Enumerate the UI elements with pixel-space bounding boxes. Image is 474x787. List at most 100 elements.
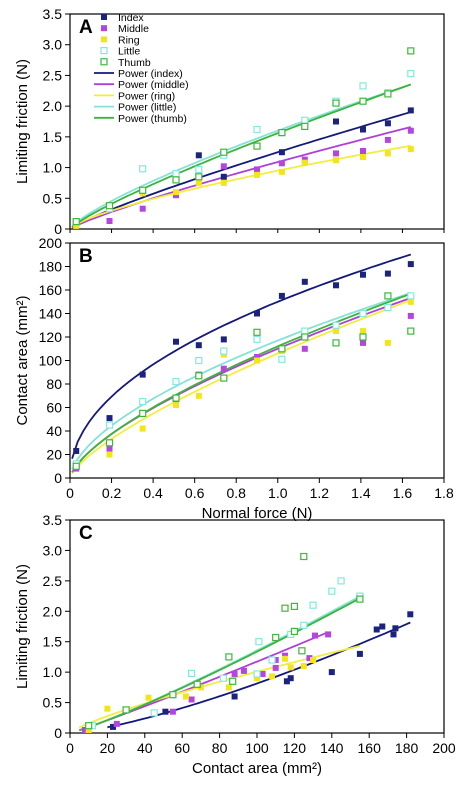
x-axis-label: Contact area (mm²)	[192, 760, 322, 777]
marker-ring	[407, 146, 414, 153]
x-tick-label: 0.4	[143, 485, 163, 501]
marker-thumb	[301, 333, 309, 341]
marker-middle	[360, 148, 366, 154]
fit-line-index	[71, 111, 412, 229]
y-tick-label: 100	[39, 353, 63, 369]
marker-little	[337, 577, 345, 585]
marker-middle	[282, 652, 288, 659]
marker-thumb	[220, 148, 228, 156]
marker-little	[219, 674, 227, 682]
x-axis-label: Normal force (N)	[202, 505, 313, 522]
x-tick-label: 20	[100, 740, 116, 756]
marker-ring	[287, 664, 294, 671]
marker-ring	[333, 328, 339, 335]
marker-thumb	[122, 706, 130, 714]
marker-thumb	[359, 333, 367, 341]
fit-line-index	[71, 253, 412, 459]
marker-thumb	[332, 99, 340, 107]
marker-ring	[407, 298, 414, 305]
legend-label: Index	[118, 12, 144, 24]
marker-thumb	[220, 374, 228, 382]
panel-c: C 0 0.5 1.0 1.5 2.0 2.5 3.0 3.5 0 20 40 60 80 100 120 14…	[14, 512, 456, 777]
marker-ring	[333, 157, 339, 164]
marker-ring	[254, 357, 260, 364]
marker-thumb	[298, 647, 306, 655]
marker-thumb	[172, 394, 180, 402]
marker-thumb	[290, 627, 298, 636]
marker-little	[301, 116, 309, 124]
marker-index	[287, 675, 294, 682]
plot-frame	[69, 519, 445, 734]
marker-little	[253, 335, 261, 343]
marker-middle	[173, 192, 179, 199]
legend-marker-index	[101, 14, 107, 20]
x-tick-label: 0.6	[185, 485, 205, 501]
marker-little	[384, 304, 392, 312]
x-tick-label: 1.4	[351, 485, 371, 501]
y-tick-label: 2.0	[43, 98, 63, 114]
marker-ring	[269, 673, 275, 680]
marker-thumb	[384, 292, 392, 300]
marker-middle	[254, 354, 260, 360]
y-tick-label: 3.0	[43, 542, 63, 558]
panel-label: B	[79, 246, 93, 267]
x-tick-label: 1.0	[268, 485, 288, 501]
marker-index	[195, 342, 202, 349]
marker-ring	[173, 402, 179, 409]
marker-index	[407, 107, 414, 114]
marker-thumb	[169, 691, 177, 699]
marker-thumb	[105, 439, 114, 447]
x-tick-label: 80	[212, 740, 228, 756]
legend-label: Thumb	[118, 57, 151, 69]
marker-index	[283, 678, 290, 685]
y-tick-label: 140	[39, 306, 63, 322]
marker-thumb	[407, 47, 415, 55]
marker-middle	[272, 657, 279, 663]
marker-thumb	[356, 595, 364, 603]
y-axis-label: Contact area (mm²)	[14, 295, 31, 425]
panel-label: A	[79, 17, 93, 38]
marker-middle	[278, 160, 285, 167]
marker-ring	[220, 179, 227, 186]
legend-marker-middle	[101, 25, 107, 32]
marker-middle	[231, 671, 238, 677]
marker-index	[360, 271, 366, 278]
marker-thumb	[281, 604, 289, 612]
legend-marker-ring	[101, 36, 107, 43]
marker-little	[253, 125, 261, 134]
y-tick-label: 20	[46, 447, 62, 463]
marker-middle	[312, 632, 318, 639]
marker-index	[73, 448, 80, 454]
y-tick-label: 2.5	[43, 573, 63, 589]
marker-index	[407, 611, 414, 618]
marker-little	[172, 170, 180, 178]
x-tick-label: 1.6	[393, 485, 413, 501]
plot-frame	[69, 13, 445, 230]
marker-ring	[104, 705, 111, 712]
marker-index	[195, 152, 202, 159]
y-tick-label: 2.0	[43, 603, 63, 619]
marker-little	[195, 356, 203, 365]
y-tick-label: 1.0	[43, 664, 63, 680]
marker-index	[139, 371, 146, 378]
marker-index	[162, 708, 169, 715]
marker-index	[110, 723, 116, 730]
marker-ring	[254, 171, 260, 178]
marker-ring	[300, 663, 307, 670]
y-tick-label: 3.5	[43, 512, 63, 528]
marker-thumb	[253, 142, 261, 150]
marker-thumb	[229, 677, 237, 685]
marker-middle	[106, 445, 113, 452]
marker-middle	[139, 205, 146, 212]
fit-line-ring	[71, 144, 411, 228]
marker-thumb	[253, 328, 261, 336]
marker-ring	[360, 154, 366, 161]
marker-ring	[73, 222, 80, 229]
marker-thumb	[225, 653, 233, 661]
y-tick-label: 0	[54, 470, 62, 486]
marker-middle	[301, 345, 308, 352]
marker-index	[407, 261, 414, 268]
legend-label: Power (ring)	[118, 90, 175, 102]
marker-thumb	[172, 176, 180, 184]
